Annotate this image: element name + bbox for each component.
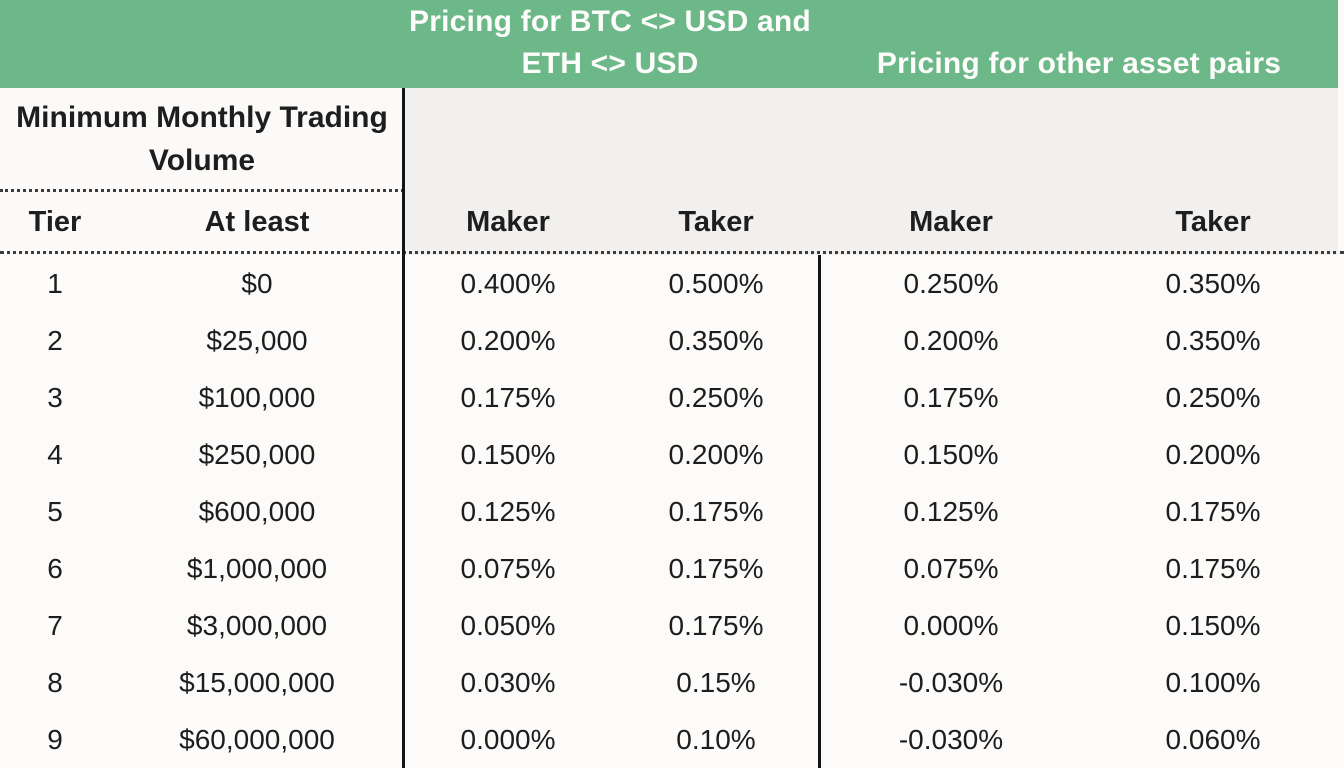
minimum-monthly-trading-volume-label-line2: Volume — [148, 144, 256, 177]
at-least-cell: $15,000,000 — [179, 666, 335, 698]
at-least-cell: $3,000,000 — [186, 609, 328, 641]
table-row: 4 $250,000 0.150% 0.200% 0.150% 0.200% — [0, 426, 1344, 483]
tier-cell: 5 — [47, 495, 63, 527]
btc-eth-taker-cell: 0.175% — [668, 552, 764, 584]
other-taker-cell: 0.175% — [1165, 495, 1261, 527]
tier-cell: 4 — [47, 438, 63, 470]
other-maker-cell: -0.030% — [898, 666, 1004, 698]
btc-eth-maker-cell: 0.200% — [460, 324, 556, 356]
btc-eth-taker-column-header: Taker — [678, 206, 754, 238]
other-maker-cell: 0.250% — [903, 267, 999, 299]
table-title-band: Pricing for BTC <> USD and ETH <> USD Pr… — [0, 0, 1338, 88]
tier-column-header: Tier — [28, 206, 82, 238]
btc-eth-taker-cell: 0.15% — [676, 666, 756, 698]
table-row: 1 $0 0.400% 0.500% 0.250% 0.350% — [0, 255, 1344, 312]
table-row: 9 $60,000,000 0.000% 0.10% -0.030% 0.060… — [0, 711, 1344, 768]
btc-eth-taker-cell: 0.500% — [668, 267, 764, 299]
table-row: 2 $25,000 0.200% 0.350% 0.200% 0.350% — [0, 312, 1344, 369]
at-least-cell: $60,000,000 — [179, 723, 335, 755]
other-asset-pairs-pricing-title: Pricing for other asset pairs — [876, 47, 1282, 80]
vertical-divider-left — [402, 88, 405, 768]
table-row: 5 $600,000 0.125% 0.175% 0.125% 0.175% — [0, 483, 1344, 540]
tier-cell: 8 — [47, 666, 63, 698]
dotted-divider-left — [0, 189, 404, 192]
btc-eth-taker-cell: 0.175% — [668, 609, 764, 641]
at-least-column-header: At least — [204, 206, 310, 238]
fee-columns-header-background — [404, 88, 1338, 255]
other-taker-cell: 0.350% — [1165, 267, 1261, 299]
other-maker-cell: 0.150% — [903, 438, 999, 470]
other-taker-column-header: Taker — [1175, 206, 1251, 238]
btc-eth-maker-cell: 0.000% — [460, 723, 556, 755]
table-row: 8 $15,000,000 0.030% 0.15% -0.030% 0.100… — [0, 654, 1344, 711]
table-row: 7 $3,000,000 0.050% 0.175% 0.000% 0.150% — [0, 597, 1344, 654]
tier-cell: 1 — [47, 267, 63, 299]
other-maker-cell: 0.125% — [903, 495, 999, 527]
other-taker-cell: 0.100% — [1165, 666, 1261, 698]
table-row: 6 $1,000,000 0.075% 0.175% 0.075% 0.175% — [0, 540, 1344, 597]
vertical-divider-right — [818, 255, 821, 768]
btc-eth-maker-column-header: Maker — [466, 206, 550, 238]
tier-cell: 3 — [47, 381, 63, 413]
at-least-cell: $1,000,000 — [186, 552, 328, 584]
minimum-monthly-trading-volume-label-line1: Minimum Monthly Trading — [16, 101, 388, 134]
volume-header-cell: Minimum Monthly Trading Volume Tier At l… — [0, 88, 404, 255]
tier-cell: 9 — [47, 723, 63, 755]
other-maker-column-header: Maker — [909, 206, 993, 238]
btc-eth-taker-cell: 0.200% — [668, 438, 764, 470]
btc-eth-maker-cell: 0.030% — [460, 666, 556, 698]
other-maker-cell: 0.175% — [903, 381, 999, 413]
table-row: 3 $100,000 0.175% 0.250% 0.175% 0.250% — [0, 369, 1344, 426]
other-maker-cell: 0.000% — [903, 609, 999, 641]
tier-cell: 6 — [47, 552, 63, 584]
btc-eth-maker-cell: 0.400% — [460, 267, 556, 299]
btc-eth-maker-cell: 0.125% — [460, 495, 556, 527]
btc-eth-maker-cell: 0.150% — [460, 438, 556, 470]
other-taker-cell: 0.175% — [1165, 552, 1261, 584]
other-maker-cell: 0.200% — [903, 324, 999, 356]
other-taker-cell: 0.060% — [1165, 723, 1261, 755]
btc-eth-pricing-title-line2: ETH <> USD — [521, 47, 699, 80]
btc-eth-maker-cell: 0.075% — [460, 552, 556, 584]
btc-eth-pricing-title-line1: Pricing for BTC <> USD and — [409, 5, 811, 38]
tier-cell: 2 — [47, 324, 63, 356]
btc-eth-maker-cell: 0.175% — [460, 381, 556, 413]
other-taker-cell: 0.150% — [1165, 609, 1261, 641]
other-maker-cell: 0.075% — [903, 552, 999, 584]
fee-table-body: 1 $0 0.400% 0.500% 0.250% 0.350% 2 $25,0… — [0, 255, 1344, 768]
at-least-cell: $0 — [241, 267, 273, 299]
btc-eth-taker-cell: 0.350% — [668, 324, 764, 356]
column-header-zone: Minimum Monthly Trading Volume Tier At l… — [0, 88, 1344, 255]
at-least-cell: $100,000 — [198, 381, 316, 413]
at-least-cell: $25,000 — [206, 324, 308, 356]
btc-eth-maker-cell: 0.050% — [460, 609, 556, 641]
tier-cell: 7 — [47, 609, 63, 641]
other-taker-cell: 0.200% — [1165, 438, 1261, 470]
other-maker-cell: -0.030% — [898, 723, 1004, 755]
btc-eth-taker-cell: 0.10% — [676, 723, 756, 755]
at-least-cell: $600,000 — [198, 495, 316, 527]
btc-eth-taker-cell: 0.175% — [668, 495, 764, 527]
other-taker-cell: 0.250% — [1165, 381, 1261, 413]
dotted-divider-full-width — [0, 251, 1344, 254]
other-taker-cell: 0.350% — [1165, 324, 1261, 356]
btc-eth-taker-cell: 0.250% — [668, 381, 764, 413]
at-least-cell: $250,000 — [198, 438, 316, 470]
